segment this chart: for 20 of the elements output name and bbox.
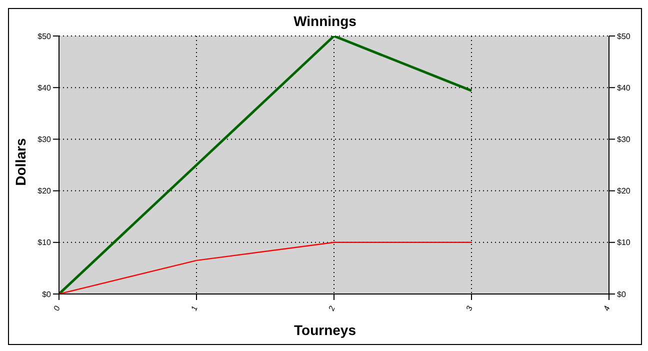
x-tick-label: 4 — [602, 304, 612, 312]
y-tick-label: $0 — [42, 290, 52, 299]
y2-tick-label: $30 — [617, 135, 631, 144]
x-tick-label: 0 — [52, 304, 62, 312]
x-axis-title: Tourneys — [293, 322, 357, 338]
y-tick-label: $10 — [38, 238, 52, 248]
y-axis-title: Dollars — [13, 138, 29, 186]
y-tick-label: $30 — [38, 135, 52, 144]
y2-tick-label: $0 — [617, 290, 626, 299]
y-tick-label: $20 — [38, 186, 52, 196]
y2-tick-label: $50 — [617, 32, 631, 41]
x-tick-label: 1 — [189, 304, 200, 312]
y2-tick-label: $20 — [617, 186, 631, 196]
y-tick-label: $40 — [38, 83, 52, 92]
y2-tick-label: $10 — [617, 238, 631, 248]
x-tick-label: 3 — [464, 304, 475, 312]
y-tick-label: $50 — [38, 32, 52, 41]
chart-title: Winnings — [292, 13, 358, 29]
y2-tick-label: $40 — [617, 83, 631, 92]
x-tick-label: 2 — [326, 304, 338, 313]
